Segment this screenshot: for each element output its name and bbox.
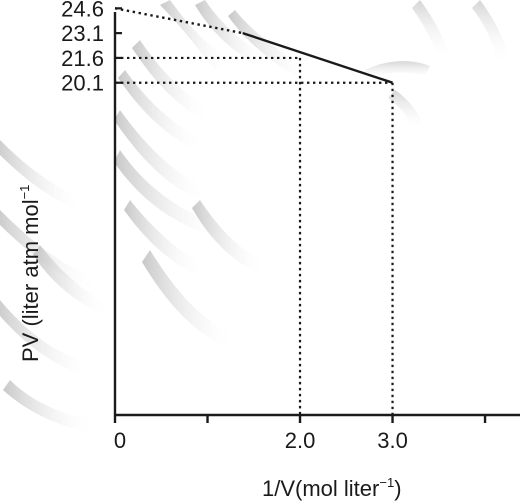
y-axis-label: PV (liter atm mol−1 [17, 185, 43, 362]
guide-lines [115, 56, 394, 415]
x-ticks [113, 415, 487, 423]
x-axis-label-main: 1/V(mol liter [262, 476, 379, 501]
y-tick-label: 23.1 [61, 21, 104, 46]
y-axis-label-sup: −1 [17, 185, 32, 200]
x-axis-label-close: ) [394, 476, 401, 501]
x-tick-label: 2.0 [285, 428, 316, 453]
axes [113, 12, 520, 417]
y-tick-label: 21.6 [61, 46, 104, 71]
x-axis-label: 1/V(mol liter−1) [262, 475, 402, 501]
background-texture [0, 0, 510, 432]
x-tick-labels: 0 2.0 3.0 [114, 428, 408, 453]
x-tick-label: 0 [114, 428, 126, 453]
y-tick-label: 20.1 [61, 71, 104, 96]
y-tick-labels: 24.623.121.620.1 [61, 0, 104, 96]
y-axis-label-main: PV (liter atm mol [18, 199, 43, 362]
x-axis-label-sup: −1 [379, 475, 394, 490]
extrapolation-line [114, 7, 243, 35]
data-series [114, 7, 393, 84]
x-tick-label: 3.0 [377, 428, 408, 453]
data-line [242, 31, 393, 84]
y-tick-label: 24.6 [61, 0, 104, 21]
